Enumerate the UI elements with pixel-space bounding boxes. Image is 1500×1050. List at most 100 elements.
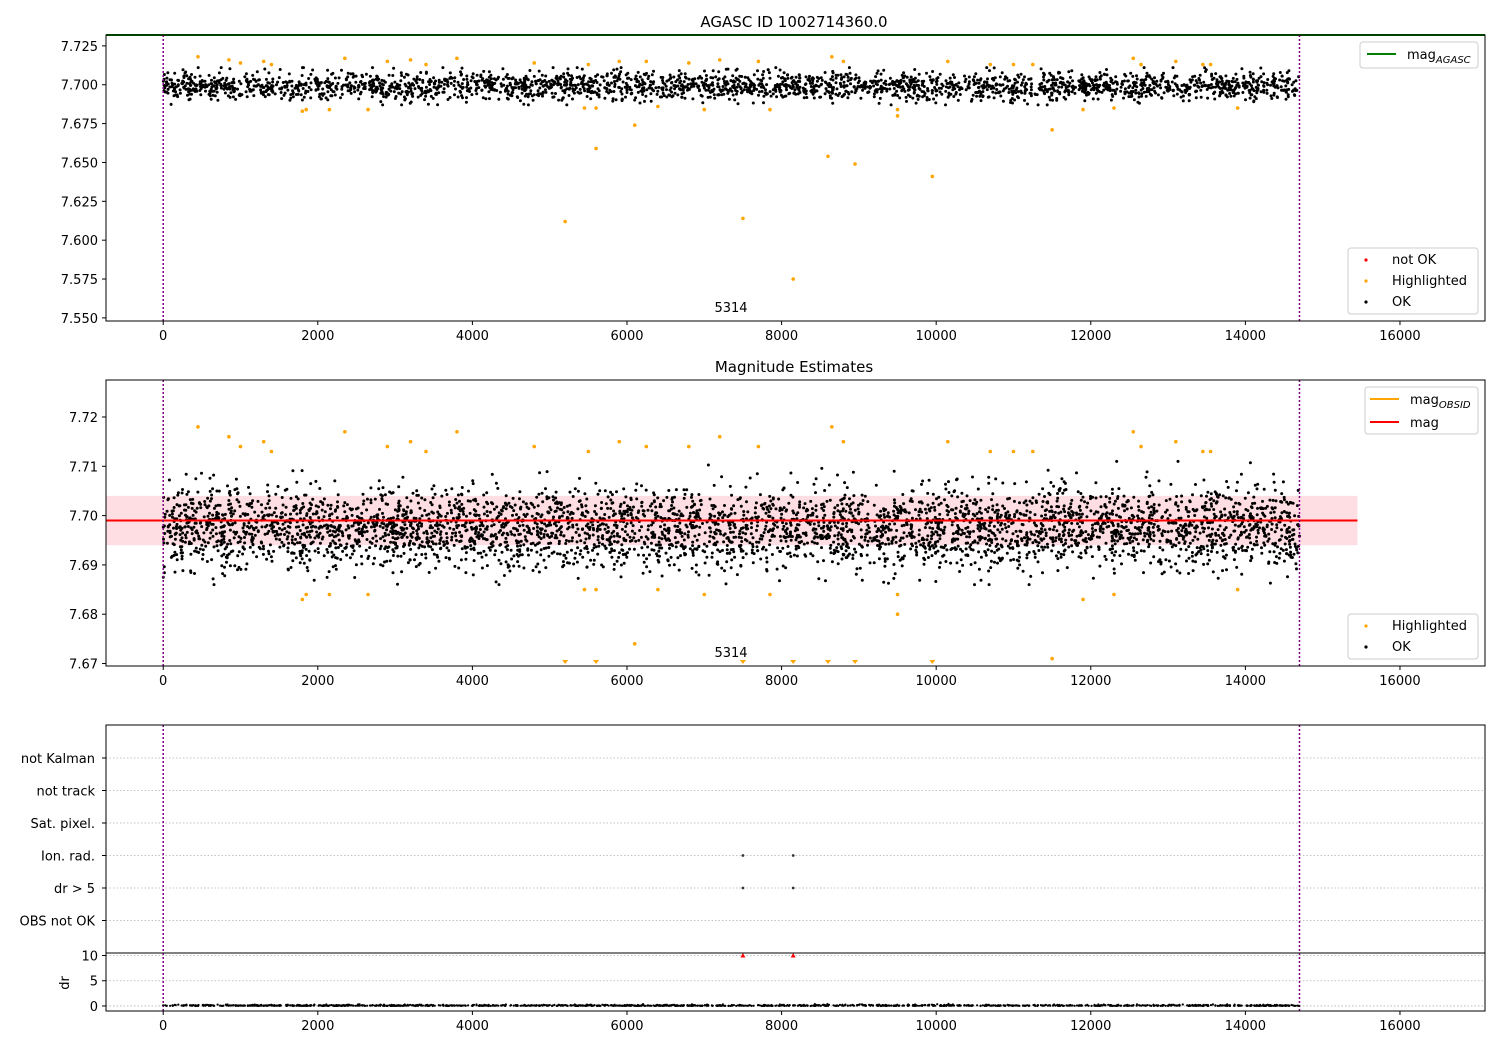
ok-point: [1083, 91, 1087, 94]
ok-point: [1262, 81, 1266, 85]
ok-point: [1091, 576, 1095, 580]
ok-point: [953, 87, 957, 91]
ok-point: [299, 82, 303, 86]
ok-point: [677, 568, 681, 572]
ok-point: [172, 526, 175, 530]
ok-point: [340, 68, 343, 72]
ok-point: [210, 558, 214, 562]
ok-point: [679, 554, 682, 558]
ok-point: [927, 98, 931, 101]
ok-point: [751, 561, 755, 565]
ok-point: [1003, 522, 1007, 526]
ok-point: [1285, 500, 1289, 504]
highlighted-point: [768, 107, 772, 112]
ok-point: [938, 90, 942, 94]
ok-point: [319, 81, 323, 84]
ok-point: [823, 489, 827, 492]
ok-point: [450, 76, 454, 80]
ok-point: [849, 82, 852, 86]
ok-point: [259, 88, 263, 92]
ok-point: [187, 90, 191, 94]
ok-point: [228, 528, 232, 532]
ok-point: [708, 95, 712, 99]
ok-point: [640, 484, 643, 488]
ok-point: [314, 479, 318, 483]
ok-point: [765, 556, 769, 560]
ok-point: [779, 82, 782, 86]
ok-point: [1049, 73, 1053, 77]
ok-point: [1135, 551, 1139, 555]
ok-point: [1053, 510, 1057, 514]
ok-point: [839, 85, 843, 88]
ok-point: [467, 489, 470, 493]
ok-point: [987, 506, 991, 510]
ok-point: [931, 527, 935, 530]
ok-point: [1113, 499, 1117, 503]
ok-point: [673, 91, 677, 95]
ok-point: [1190, 551, 1194, 554]
ok-point: [612, 68, 616, 72]
ok-point: [994, 82, 998, 86]
ok-point: [685, 488, 689, 492]
ok-point: [610, 71, 613, 75]
ok-point: [455, 538, 458, 542]
ok-point: [508, 83, 512, 87]
ok-point: [868, 86, 872, 90]
ok-point: [832, 515, 836, 519]
ok-point: [279, 91, 283, 94]
ok-point: [1028, 91, 1032, 95]
ok-point: [1025, 553, 1029, 557]
ok-point: [1070, 69, 1074, 73]
ok-point: [647, 524, 650, 528]
ok-point: [682, 488, 686, 492]
ok-point: [180, 491, 184, 495]
ok-point: [1175, 84, 1179, 88]
ok-point: [900, 524, 904, 528]
ok-point: [252, 94, 256, 98]
ok-point: [516, 544, 519, 548]
ok-point: [365, 508, 369, 512]
ok-point: [863, 535, 867, 539]
ok-point: [575, 523, 579, 527]
ok-point: [472, 559, 476, 563]
ok-point: [900, 89, 904, 93]
ok-point: [586, 83, 590, 87]
ok-point: [655, 92, 659, 96]
ok-point: [561, 89, 565, 93]
ok-point: [317, 535, 321, 539]
ok-point: [302, 561, 306, 565]
highlighted-point: [717, 58, 722, 62]
ok-point: [1131, 74, 1135, 78]
y-tick-label: 7.650: [61, 156, 98, 171]
ok-point: [550, 91, 554, 95]
ok-point: [399, 92, 403, 96]
x-tick-label: 10000: [916, 329, 957, 344]
ok-point: [438, 539, 442, 542]
ok-point: [1114, 92, 1117, 96]
ok-point: [816, 535, 820, 539]
ok-point: [496, 486, 500, 490]
ok-point: [581, 85, 585, 89]
ok-point: [515, 95, 519, 99]
ok-point: [978, 94, 982, 98]
ok-point: [357, 85, 361, 88]
ok-point: [204, 89, 207, 93]
ok-point: [460, 502, 464, 506]
ok-point: [732, 86, 736, 90]
ok-point: [952, 490, 956, 494]
ok-point: [256, 83, 260, 87]
ok-point: [949, 92, 953, 96]
ok-point: [361, 492, 365, 496]
ok-point: [625, 88, 629, 92]
ok-point: [1063, 90, 1067, 94]
ok-point: [336, 493, 340, 497]
ok-point: [291, 559, 295, 563]
ok-point: [579, 77, 583, 81]
ok-point: [574, 83, 577, 87]
ok-point: [186, 525, 190, 528]
ok-point: [244, 90, 248, 94]
ok-point: [712, 87, 716, 91]
ok-point: [368, 546, 372, 550]
agasc-legend-bottom: not OK Highlighted OK: [1347, 247, 1479, 315]
ok-point: [679, 84, 683, 88]
